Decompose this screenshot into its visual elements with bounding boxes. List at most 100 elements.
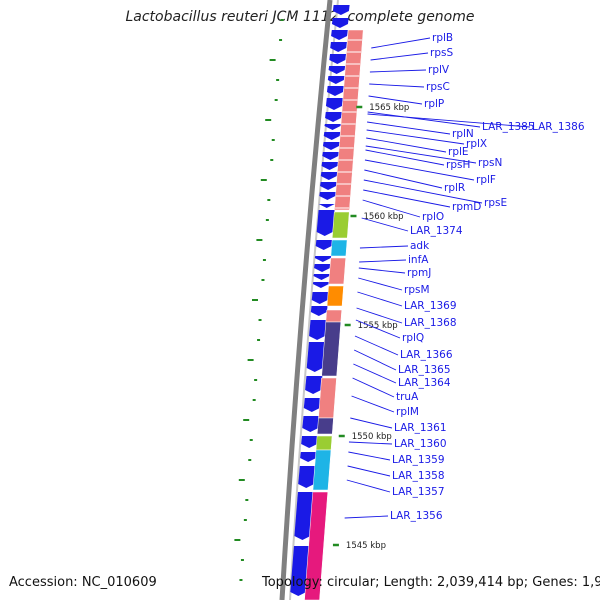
cds-arrow (309, 320, 327, 340)
cds-arrow (329, 54, 347, 64)
backbone-line (279, 0, 333, 600)
cds-arrow (326, 86, 344, 96)
feature-block (330, 239, 348, 257)
cds-arrow (314, 256, 332, 262)
gene-label: LAR_1369 (404, 300, 457, 312)
gene-leader-line (369, 69, 427, 73)
gene-label: rpmD (452, 201, 481, 213)
feature-block (304, 491, 329, 600)
gene-label: LAR_1374 (410, 225, 463, 237)
cds-arrow (298, 466, 316, 488)
gc-skew-track (234, 19, 284, 581)
feature-block (316, 417, 334, 435)
gene-leader-line (363, 179, 483, 204)
backbone-inner-line (289, 0, 339, 600)
feature-block (331, 211, 350, 239)
gene-leader-line (344, 515, 389, 519)
gene-label: rplP (424, 98, 444, 110)
gene-leader-line (364, 159, 475, 181)
gene-label: LAR_1360 (394, 438, 447, 450)
cds-arrow (331, 18, 349, 28)
cds-arrow (301, 436, 319, 448)
kbp-tick-label: 1565 kbp (369, 103, 409, 113)
feature-block (312, 449, 332, 491)
gene-leader-line (362, 199, 421, 218)
gene-label: rplO (422, 211, 444, 223)
kbp-tick-label: 1545 kbp (346, 541, 386, 551)
gene-label: rplR (444, 182, 465, 194)
gene-leader-line (367, 111, 481, 128)
kbp-tick-track: 1565 kbp 1560 kbp 1555 kbp 1550 kbp 1545 kbp (332, 103, 409, 551)
feature-block (328, 257, 346, 285)
gene-label: rpsM (404, 284, 430, 296)
cds-arrow (323, 132, 341, 140)
gene-leader-line (353, 363, 397, 384)
gene-label: adk (410, 240, 430, 252)
cds-arrow (321, 162, 339, 170)
gene-label: rplB (432, 32, 453, 44)
gene-label: LAR_1386 (532, 121, 585, 133)
gene-label: rplQ (402, 332, 424, 344)
gene-leader-line (366, 137, 447, 153)
cds-arrow (323, 142, 340, 150)
cds-arrow-track (290, 5, 350, 596)
cds-arrow (320, 182, 337, 190)
cds-arrow (319, 192, 336, 200)
gene-leader-line (352, 377, 395, 398)
gene-label-track: rplBrpsSrplVrpsCrplPLAR_1385LAR_1386rplN… (344, 32, 585, 522)
gene-leader-line (354, 335, 399, 356)
gene-label: rplF (476, 174, 496, 186)
gene-leader-line (358, 267, 406, 274)
accession-text: Accession: NC_010609 (9, 575, 157, 590)
gene-leader-line (367, 113, 531, 128)
cds-arrow (332, 5, 350, 15)
cds-arrow (313, 274, 330, 280)
cds-arrow (324, 124, 341, 130)
feature-block (315, 435, 333, 451)
backbone-track (279, 0, 339, 600)
gene-label: rplN (452, 128, 474, 140)
gene-label: LAR_1366 (400, 349, 453, 361)
gene-leader-line (365, 145, 477, 164)
map-title: Lactobacillus reuteri JCM 1112, complete… (125, 9, 475, 25)
gene-label: LAR_1365 (398, 364, 451, 376)
gene-leader-line (359, 245, 409, 249)
gene-leader-line (346, 479, 391, 493)
gene-label: rplX (466, 138, 487, 150)
gene-leader-line (368, 95, 423, 105)
gene-label: LAR_1364 (398, 377, 451, 389)
feature-block (318, 377, 337, 419)
gene-leader-line (357, 291, 403, 307)
cds-arrow (322, 152, 339, 160)
feature-color-track (304, 29, 364, 600)
gene-leader-line (365, 149, 445, 166)
gene-label: LAR_1359 (392, 454, 445, 466)
cds-arrow (330, 42, 347, 52)
cds-arrow (303, 398, 321, 412)
gene-leader-line (356, 307, 403, 324)
gene-label: LAR_1358 (392, 470, 445, 482)
cds-arrow (316, 210, 335, 236)
cds-arrow (305, 376, 323, 394)
gene-leader-line (348, 451, 391, 461)
gene-leader-line (371, 37, 431, 49)
gene-leader-line (347, 465, 391, 477)
feature-block (321, 321, 342, 377)
gene-label: rpsH (446, 159, 470, 171)
gene-label: rplV (428, 64, 450, 76)
feature-block (334, 29, 364, 211)
gene-leader-line (370, 52, 429, 61)
cds-arrow (306, 342, 325, 372)
gene-leader-line (350, 417, 393, 429)
gene-label: truA (396, 391, 419, 403)
gene-leader-line (369, 83, 425, 88)
cds-arrow (315, 240, 333, 250)
gene-label: LAR_1368 (404, 317, 457, 329)
gene-leader-line (363, 189, 451, 208)
gene-leader-line (361, 217, 409, 232)
cds-arrow (311, 292, 329, 304)
gene-leader-line (359, 259, 407, 263)
cds-arrow (294, 492, 314, 540)
kbp-tick-label: 1555 kbp (358, 321, 398, 331)
